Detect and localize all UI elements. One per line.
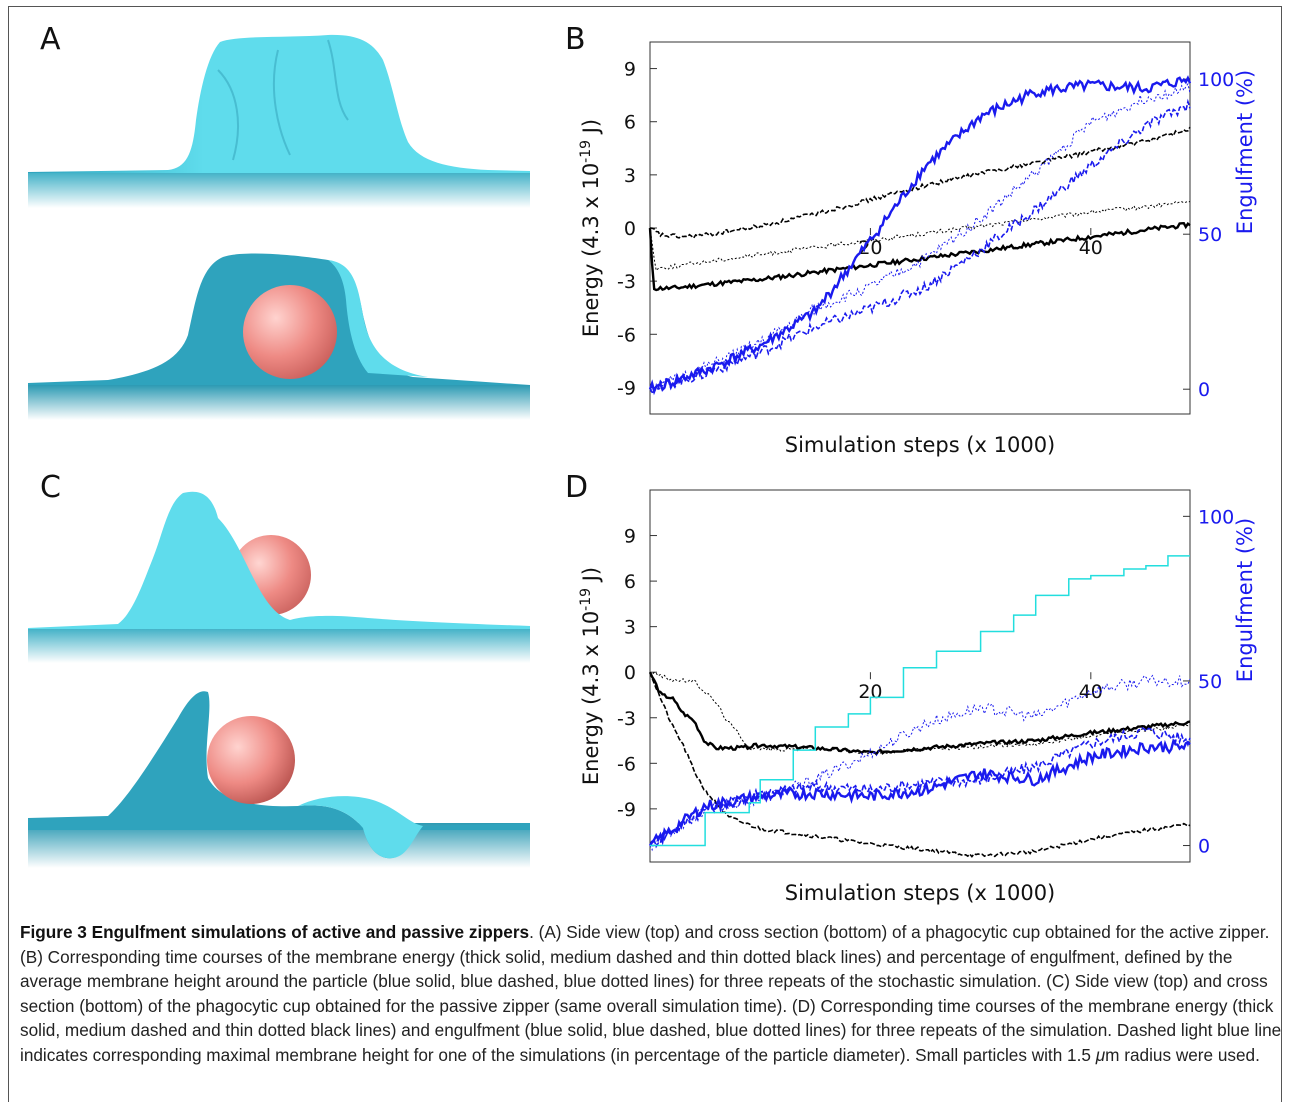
panel-label-d: D xyxy=(565,470,589,505)
x-axis-label: Simulation steps (x 1000) xyxy=(785,881,1056,905)
x-tick-label: 20 xyxy=(858,237,882,259)
engulfment-line-2 xyxy=(649,98,1191,394)
membrane-base xyxy=(28,823,530,868)
energy-line-1 xyxy=(648,671,1191,756)
y2-tick-label: 50 xyxy=(1198,224,1222,246)
y2-tick-label: 0 xyxy=(1198,379,1210,401)
figure-frame xyxy=(8,6,1282,1102)
energy-line-2 xyxy=(649,126,1191,240)
y2-tick-label: 100 xyxy=(1198,506,1234,528)
panel-c-side-view xyxy=(28,491,530,663)
energy-line-3 xyxy=(649,671,1191,755)
energy-line-1 xyxy=(648,221,1191,292)
y-axis-label-exponent: -19 xyxy=(578,140,594,163)
y2-axis-label: Engulfment (%) xyxy=(1233,70,1257,234)
y-tick-label: 6 xyxy=(624,112,636,134)
y-axis-label-post: J) xyxy=(579,119,603,140)
engulfment-line-3 xyxy=(649,674,1191,852)
panel-a-side-view xyxy=(28,34,530,208)
y-tick-label: 3 xyxy=(624,617,636,639)
membrane-base xyxy=(28,385,530,420)
caption-text-end: m radius were used. xyxy=(1105,1044,1260,1065)
y-tick-label: -3 xyxy=(617,271,636,293)
y-tick-label: 9 xyxy=(624,59,636,81)
y-axis-label-pre: Energy (4.3 x 10 xyxy=(579,163,603,337)
caption-mu: μ xyxy=(1095,1044,1106,1065)
panel-c-cross-section xyxy=(28,691,530,868)
y-axis-label-post: J) xyxy=(579,567,603,588)
y-axis-label: Energy (4.3 x 10-19 J) xyxy=(578,567,603,785)
engulfment-line-3 xyxy=(649,82,1191,393)
engulfment-line-1 xyxy=(648,75,1192,396)
membrane-base xyxy=(28,172,530,208)
particle xyxy=(243,285,337,379)
y-tick-label: -9 xyxy=(617,799,636,821)
panel-label-c: C xyxy=(40,470,61,505)
y-tick-label: -3 xyxy=(617,708,636,730)
y2-axis-label: Engulfment (%) xyxy=(1233,518,1257,682)
panel-a-cross-section xyxy=(28,253,530,420)
panel-label-b: B xyxy=(565,22,586,57)
membrane-base xyxy=(28,628,530,663)
x-tick-label: 40 xyxy=(1079,681,1103,703)
y-tick-label: -6 xyxy=(617,324,636,346)
y2-tick-label: 50 xyxy=(1198,671,1222,693)
energy-line-2 xyxy=(649,671,1191,858)
figure-caption: Figure 3 Engulfment simulations of activ… xyxy=(20,920,1282,1068)
x-axis-label: Simulation steps (x 1000) xyxy=(785,433,1056,457)
membrane-rim xyxy=(298,796,423,859)
y-tick-label: 0 xyxy=(624,662,636,684)
y-tick-label: 0 xyxy=(624,218,636,240)
y-tick-label: -6 xyxy=(617,753,636,775)
y-axis-label: Energy (4.3 x 10-19 J) xyxy=(578,119,603,337)
y-axis-label-pre: Energy (4.3 x 10 xyxy=(579,611,603,785)
plot-frame xyxy=(649,489,1191,863)
max-height-line xyxy=(650,555,1190,847)
membrane-surface xyxy=(28,691,530,859)
y2-tick-label: 100 xyxy=(1198,69,1234,91)
y-tick-label: 3 xyxy=(624,165,636,187)
fold-shading xyxy=(217,39,349,161)
caption-label: Figure 3 Engulfment simulations of activ… xyxy=(20,922,530,942)
y-tick-label: 6 xyxy=(624,571,636,593)
membrane-surface xyxy=(28,34,530,173)
membrane-rim xyxy=(328,260,428,377)
membrane-surface xyxy=(28,491,530,629)
engulfment-line-1 xyxy=(648,738,1191,847)
energy-line-3 xyxy=(649,200,1191,272)
caption-text: . (A) Side view (top) and cross section … xyxy=(20,922,1282,1065)
chart-panel-b: 9 6 3 0 -3 -6 -9 100 50 0 20 40 Simulation steps (x … xyxy=(578,41,1257,457)
panel-label-a: A xyxy=(40,22,61,57)
particle xyxy=(207,716,295,804)
x-tick-label: 40 xyxy=(1079,237,1103,259)
y-tick-label: 9 xyxy=(624,526,636,548)
y-axis-label-exponent: -19 xyxy=(578,588,594,611)
y2-tick-label: 0 xyxy=(1198,836,1210,858)
y-tick-label: -9 xyxy=(617,377,636,399)
